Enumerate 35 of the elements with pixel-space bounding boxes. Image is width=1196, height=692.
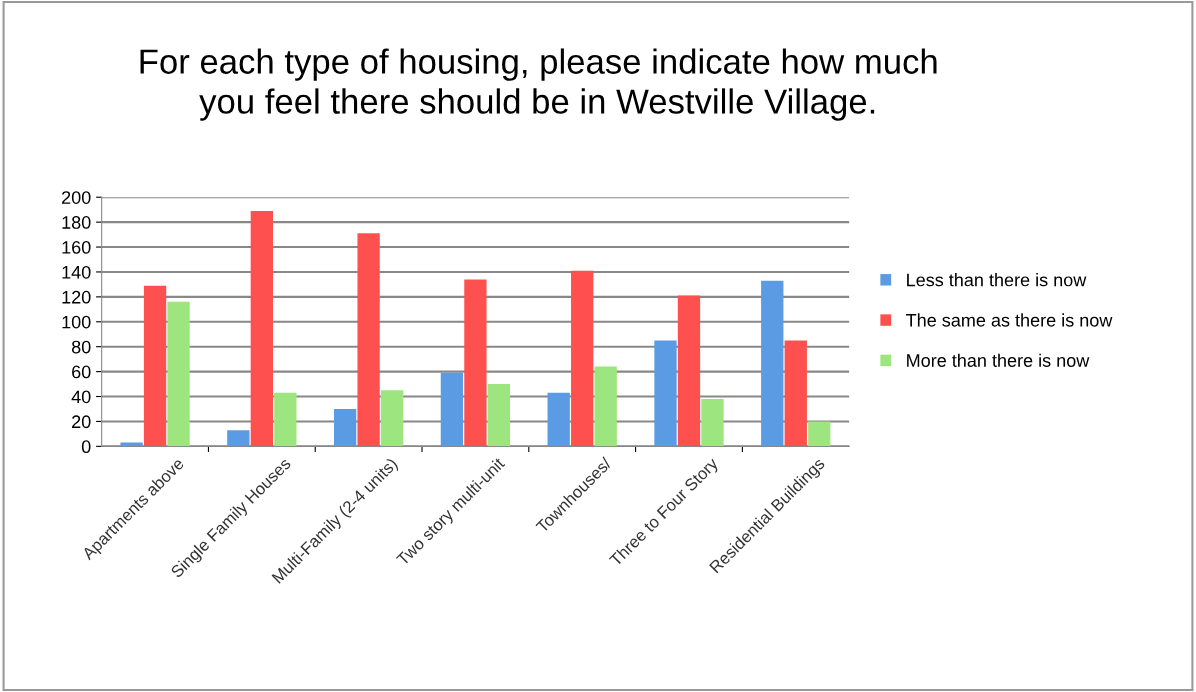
y-tick-label: 200	[62, 191, 91, 204]
bar	[357, 233, 380, 447]
y-tick-label: 20	[72, 415, 91, 429]
bar	[594, 366, 617, 447]
bar	[250, 210, 273, 447]
bar	[380, 390, 404, 447]
bar	[701, 399, 724, 447]
bar	[167, 301, 190, 447]
bar	[677, 295, 701, 447]
chart-title: For each type of housing, please indicate how much you feel there should be in Westville Village.	[140, 48, 937, 121]
bar	[761, 280, 784, 447]
y-tick-label: 100	[62, 315, 91, 329]
bar	[143, 285, 167, 447]
bar	[274, 392, 297, 447]
y-tick-label: 120	[62, 290, 91, 304]
y-tick-label: 140	[62, 265, 91, 279]
bar	[808, 421, 831, 447]
y-tick-label: 180	[62, 216, 91, 229]
bar	[227, 430, 250, 447]
bar	[784, 340, 807, 447]
y-tick-label: 0	[81, 440, 91, 454]
y-tick-label: 60	[72, 365, 91, 379]
bar	[333, 408, 357, 447]
bar	[654, 340, 677, 447]
y-tick-label: 80	[71, 340, 91, 354]
y-tick-label: 160	[62, 240, 91, 254]
bar	[440, 372, 464, 447]
bar	[571, 270, 594, 447]
bar	[464, 279, 487, 447]
legend-label: The same as there is now	[906, 313, 1113, 327]
legend-label: Less than there is now	[907, 273, 1087, 287]
legend-label: More than there is now	[907, 353, 1090, 367]
y-tick-label: 40	[71, 390, 91, 404]
bar	[547, 392, 570, 447]
bar	[487, 384, 511, 447]
